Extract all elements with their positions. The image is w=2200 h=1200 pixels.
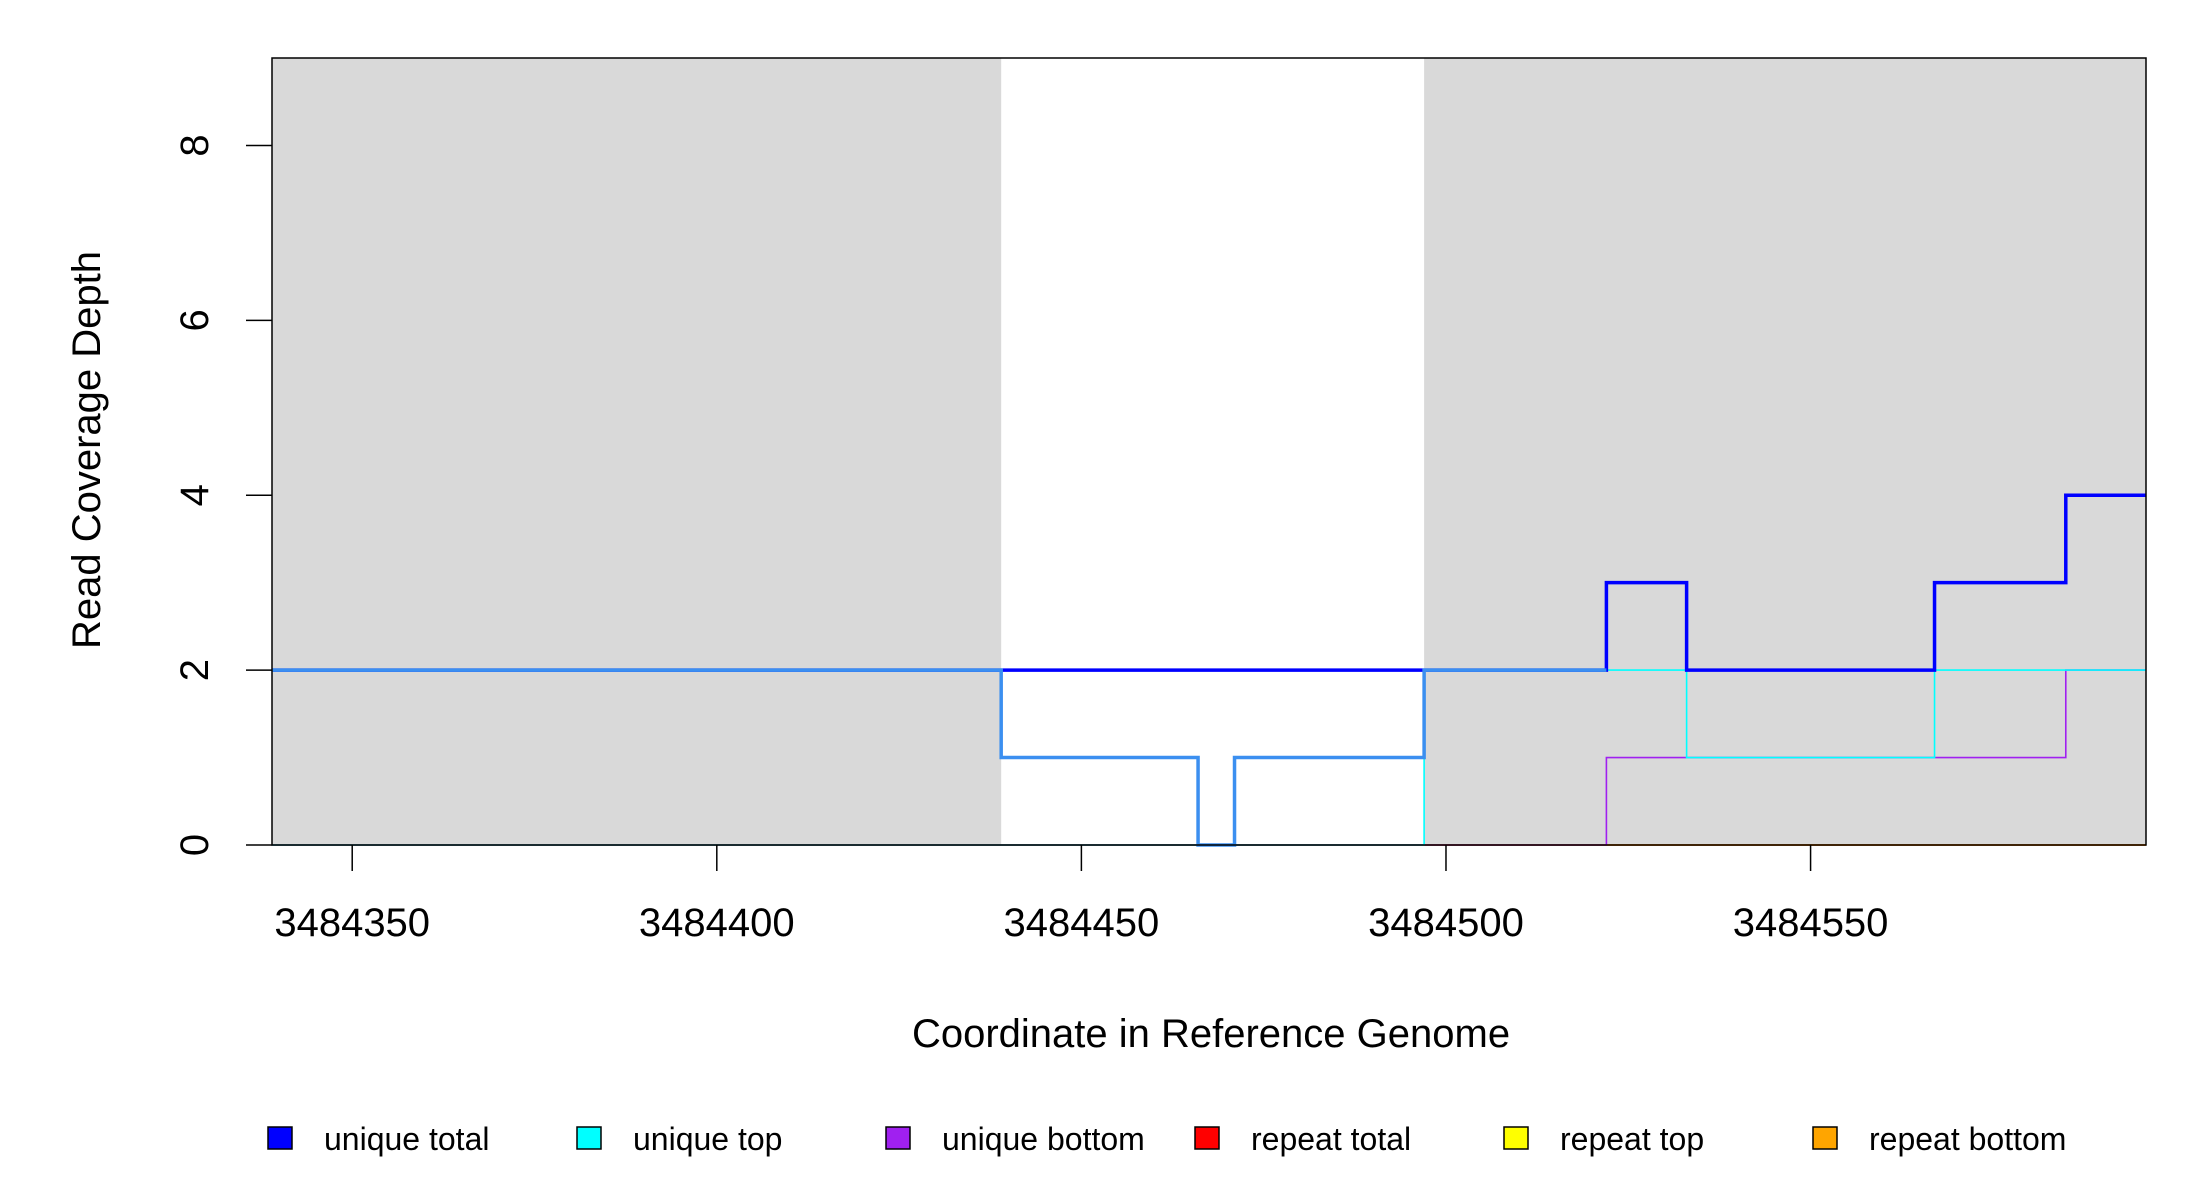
legend-swatch-2 — [885, 1126, 911, 1150]
y-tick-label-4: 8 — [173, 134, 217, 156]
y-axis-title: Read Coverage Depth — [65, 251, 109, 649]
legend-label-3: repeat total — [1251, 1121, 1411, 1157]
legend-label-5: repeat bottom — [1869, 1121, 2066, 1157]
y-tick-label-0: 0 — [173, 834, 217, 856]
legend-swatch-5 — [1812, 1126, 1838, 1150]
legend-swatch-0 — [267, 1126, 293, 1150]
y-tick-label-3: 6 — [173, 309, 217, 331]
x-tick-label-0: 3484350 — [274, 901, 430, 945]
legend-swatch-1 — [576, 1126, 602, 1150]
legend: unique total unique top unique bottom repea… — [267, 1121, 2066, 1157]
plot-frame — [271, 57, 2147, 846]
legend-swatch-4 — [1503, 1126, 1529, 1150]
plot-area: 3484350 3484400 3484450 3484500 3484550 0 2 4 6 8 — [173, 57, 2147, 945]
legend-label-2: unique bottom — [942, 1121, 1145, 1157]
x-axis-title: Coordinate in Reference Genome — [912, 1012, 1510, 1056]
legend-label-1: unique top — [633, 1121, 782, 1157]
legend-label-0: unique total — [324, 1121, 489, 1157]
y-tick-label-1: 2 — [173, 659, 217, 681]
x-tick-label-4: 3484550 — [1733, 901, 1889, 945]
series-line-unique-total — [272, 493, 2146, 672]
series-line-unique-top — [272, 669, 2146, 846]
x-tick-label-1: 3484400 — [639, 901, 795, 945]
y-tick-label-2: 4 — [173, 484, 217, 506]
shaded-region-0 — [272, 58, 1002, 845]
shaded-region-1 — [1424, 58, 2146, 845]
legend-swatch-3 — [1194, 1126, 1220, 1150]
legend-label-4: repeat top — [1560, 1121, 1704, 1157]
x-tick-label-3: 3484500 — [1368, 901, 1524, 945]
x-tick-label-2: 3484450 — [1004, 901, 1160, 945]
